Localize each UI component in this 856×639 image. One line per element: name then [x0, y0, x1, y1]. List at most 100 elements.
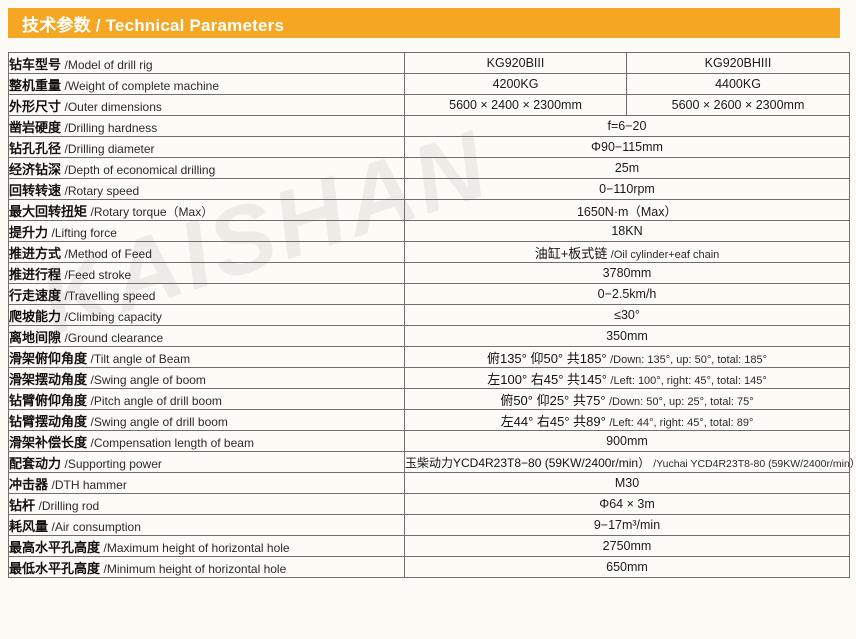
table-row: 凿岩硬度 /Drilling hardness f=6−20 [8, 115, 850, 137]
parameter-value-chinese: 玉柴动力YCD4R23T8−80 (59KW/2400r/min） [405, 455, 651, 470]
parameter-label-cell: 推进方式 /Method of Feed [8, 241, 405, 263]
parameter-label-chinese: 耗风量 [9, 518, 49, 534]
parameter-label-cell: 滑架摆动角度 /Swing angle of boom [8, 367, 405, 389]
parameter-value-cell: 9−17m³/min [404, 514, 850, 536]
table-row: 最高水平孔高度 /Maximum height of horizontal ho… [8, 535, 850, 557]
parameter-value-cell-b: KG920BHIII [626, 52, 850, 74]
parameter-label-chinese: 最高水平孔高度 [9, 539, 101, 555]
parameter-value-cell: ≤30° [404, 304, 850, 326]
parameter-label-cell: 钻臂俯仰角度 /Pitch angle of drill boom [8, 388, 405, 410]
table-row: 钻车型号 /Model of drill rig KG920BIII KG920BH… [8, 52, 850, 74]
parameter-label-english: /Depth of economical drilling [64, 162, 216, 177]
parameter-label-chinese: 最低水平孔高度 [9, 560, 101, 576]
table-row: 冲击器 /DTH hammer M30 [8, 472, 850, 494]
parameter-label-chinese: 钻孔孔径 [9, 140, 62, 156]
parameter-value-cell: 18KN [404, 220, 850, 242]
parameter-value-chinese: 俯135° 仰50° 共185° [486, 350, 607, 366]
parameter-value-cell: 0−110rpm [404, 178, 850, 200]
parameter-value-cell: 玉柴动力YCD4R23T8−80 (59KW/2400r/min） /Yucha… [404, 451, 856, 473]
parameter-value-cell-b: 5600 × 2600 × 2300mm [626, 94, 850, 116]
parameter-label-cell: 冲击器 /DTH hammer [8, 472, 405, 494]
page-title-english: Technical Parameters [105, 15, 285, 35]
parameter-label-cell: 最高水平孔高度 /Maximum height of horizontal ho… [8, 535, 405, 557]
parameter-label-cell: 钻车型号 /Model of drill rig [8, 52, 405, 74]
parameter-value-chinese: 油缸+板式链 [534, 245, 608, 261]
table-row: 钻孔孔径 /Drilling diameter Φ90−115mm [8, 136, 850, 158]
parameter-label-chinese: 经济钻深 [9, 161, 62, 177]
parameter-label-chinese: 钻臂摆动角度 [9, 413, 88, 429]
parameter-value-chinese: 左44° 右45° 共89° [500, 413, 606, 429]
table-row: 最低水平孔高度 /Minimum height of horizontal ho… [8, 556, 850, 578]
parameter-label-english: /Drilling hardness [64, 120, 158, 135]
parameter-label-chinese: 最大回转扭矩 [9, 203, 88, 219]
parameter-label-chinese: 行走速度 [9, 287, 62, 303]
table-row: 最大回转扭矩 /Rotary torque（Max） 1650N·m（Max） [8, 199, 850, 221]
parameter-label-english: /Climbing capacity [64, 309, 162, 324]
parameter-value-cell: Φ64 × 3m [404, 493, 850, 515]
parameter-value-cell: 650mm [404, 556, 850, 578]
parameter-value-cell: Φ90−115mm [404, 136, 850, 158]
table-row: 推进方式 /Method of Feed 油缸+板式链 /Oil cylinder… [8, 241, 850, 263]
parameter-value-cell: M30 [404, 472, 850, 494]
parameter-label-english: /Swing angle of drill boom [90, 414, 228, 429]
parameter-label-chinese: 回转转速 [9, 182, 62, 198]
parameter-value-cell: 900mm [404, 430, 850, 452]
parameter-label-chinese: 离地间隙 [9, 329, 62, 345]
parameter-label-chinese: 凿岩硬度 [9, 119, 62, 135]
parameter-label-english: /Outer dimensions [64, 99, 162, 114]
table-row: 滑架俯仰角度 /Tilt angle of Beam 俯135° 仰50° 共18… [8, 346, 850, 368]
parameter-label-cell: 配套动力 /Supporting power [8, 451, 405, 473]
parameter-value-english: /Oil cylinder+eaf chain [610, 248, 720, 261]
parameter-value-chinese: 俯50° 仰25° 共75° [500, 392, 606, 408]
parameter-label-english: /Weight of complete machine [64, 78, 220, 93]
technical-parameters-table: 钻车型号 /Model of drill rig KG920BIII KG920BH… [8, 52, 856, 578]
page-title-chinese: 技术参数 [22, 15, 91, 35]
table-row: 行走速度 /Travelling speed 0−2.5km/h [8, 283, 850, 305]
parameter-label-cell: 钻杆 /Drilling rod [8, 493, 405, 515]
parameter-label-cell: 凿岩硬度 /Drilling hardness [8, 115, 405, 137]
page-title-separator: / [90, 15, 106, 35]
parameter-value-english: /Yuchai YCD4R23T8-80 (59KW/2400r/min） [653, 457, 856, 470]
parameter-label-english: /Feed stroke [64, 267, 132, 282]
page-title: 技术参数 / Technical Parameters [8, 11, 284, 36]
parameter-label-english: /Pitch angle of drill boom [90, 393, 222, 408]
parameter-label-english: /Compensation length of beam [90, 435, 254, 450]
parameter-label-cell: 耗风量 /Air consumption [8, 514, 405, 536]
parameter-label-cell: 整机重量 /Weight of complete machine [8, 73, 405, 95]
parameter-label-english: /Rotary torque（Max） [90, 204, 214, 219]
table-row: 配套动力 /Supporting power 玉柴动力YCD4R23T8−80 (… [8, 451, 856, 473]
parameter-label-cell: 钻孔孔径 /Drilling diameter [8, 136, 405, 158]
parameter-label-chinese: 外形尺寸 [9, 98, 62, 114]
parameter-value-cell: 左100° 右45° 共145° /Left: 100°, right: 45°… [404, 367, 850, 389]
parameter-label-chinese: 冲击器 [9, 476, 49, 492]
parameter-value-cell: 0−2.5km/h [404, 283, 850, 305]
table-row: 推进行程 /Feed stroke 3780mm [8, 262, 850, 284]
parameter-label-cell: 外形尺寸 /Outer dimensions [8, 94, 405, 116]
parameter-label-chinese: 钻臂俯仰角度 [9, 392, 88, 408]
parameter-value-cell: 350mm [404, 325, 850, 347]
parameter-value-cell-a: KG920BIII [404, 52, 627, 74]
parameter-label-cell: 最大回转扭矩 /Rotary torque（Max） [8, 199, 405, 221]
parameter-label-english: /Method of Feed [64, 246, 152, 261]
parameter-value-cell: 3780mm [404, 262, 850, 284]
table-row: 钻臂摆动角度 /Swing angle of drill boom 左44° 右4… [8, 409, 850, 431]
parameter-value-english: /Down: 50°, up: 25°, total: 75° [609, 395, 754, 408]
parameter-label-cell: 经济钻深 /Depth of economical drilling [8, 157, 405, 179]
parameter-label-cell: 滑架补偿长度 /Compensation length of beam [8, 430, 405, 452]
parameter-label-chinese: 提升力 [9, 224, 49, 240]
parameter-value-cell: 左44° 右45° 共89° /Left: 44°, right: 45°, t… [404, 409, 850, 431]
parameter-label-english: /Drilling rod [38, 498, 100, 513]
parameter-label-cell: 离地间隙 /Ground clearance [8, 325, 405, 347]
parameter-label-chinese: 爬坡能力 [9, 308, 62, 324]
parameter-label-chinese: 钻车型号 [9, 56, 62, 72]
parameter-label-cell: 行走速度 /Travelling speed [8, 283, 405, 305]
parameter-label-chinese: 推进行程 [9, 266, 62, 282]
parameter-label-chinese: 滑架俯仰角度 [9, 350, 88, 366]
parameter-label-cell: 滑架俯仰角度 /Tilt angle of Beam [8, 346, 405, 368]
parameter-label-english: /Tilt angle of Beam [90, 351, 191, 366]
parameter-label-chinese: 钻杆 [9, 497, 36, 513]
parameter-value-chinese: 左100° 右45° 共145° [487, 371, 607, 387]
table-row: 耗风量 /Air consumption 9−17m³/min [8, 514, 850, 536]
parameter-label-english: /Supporting power [64, 456, 162, 471]
